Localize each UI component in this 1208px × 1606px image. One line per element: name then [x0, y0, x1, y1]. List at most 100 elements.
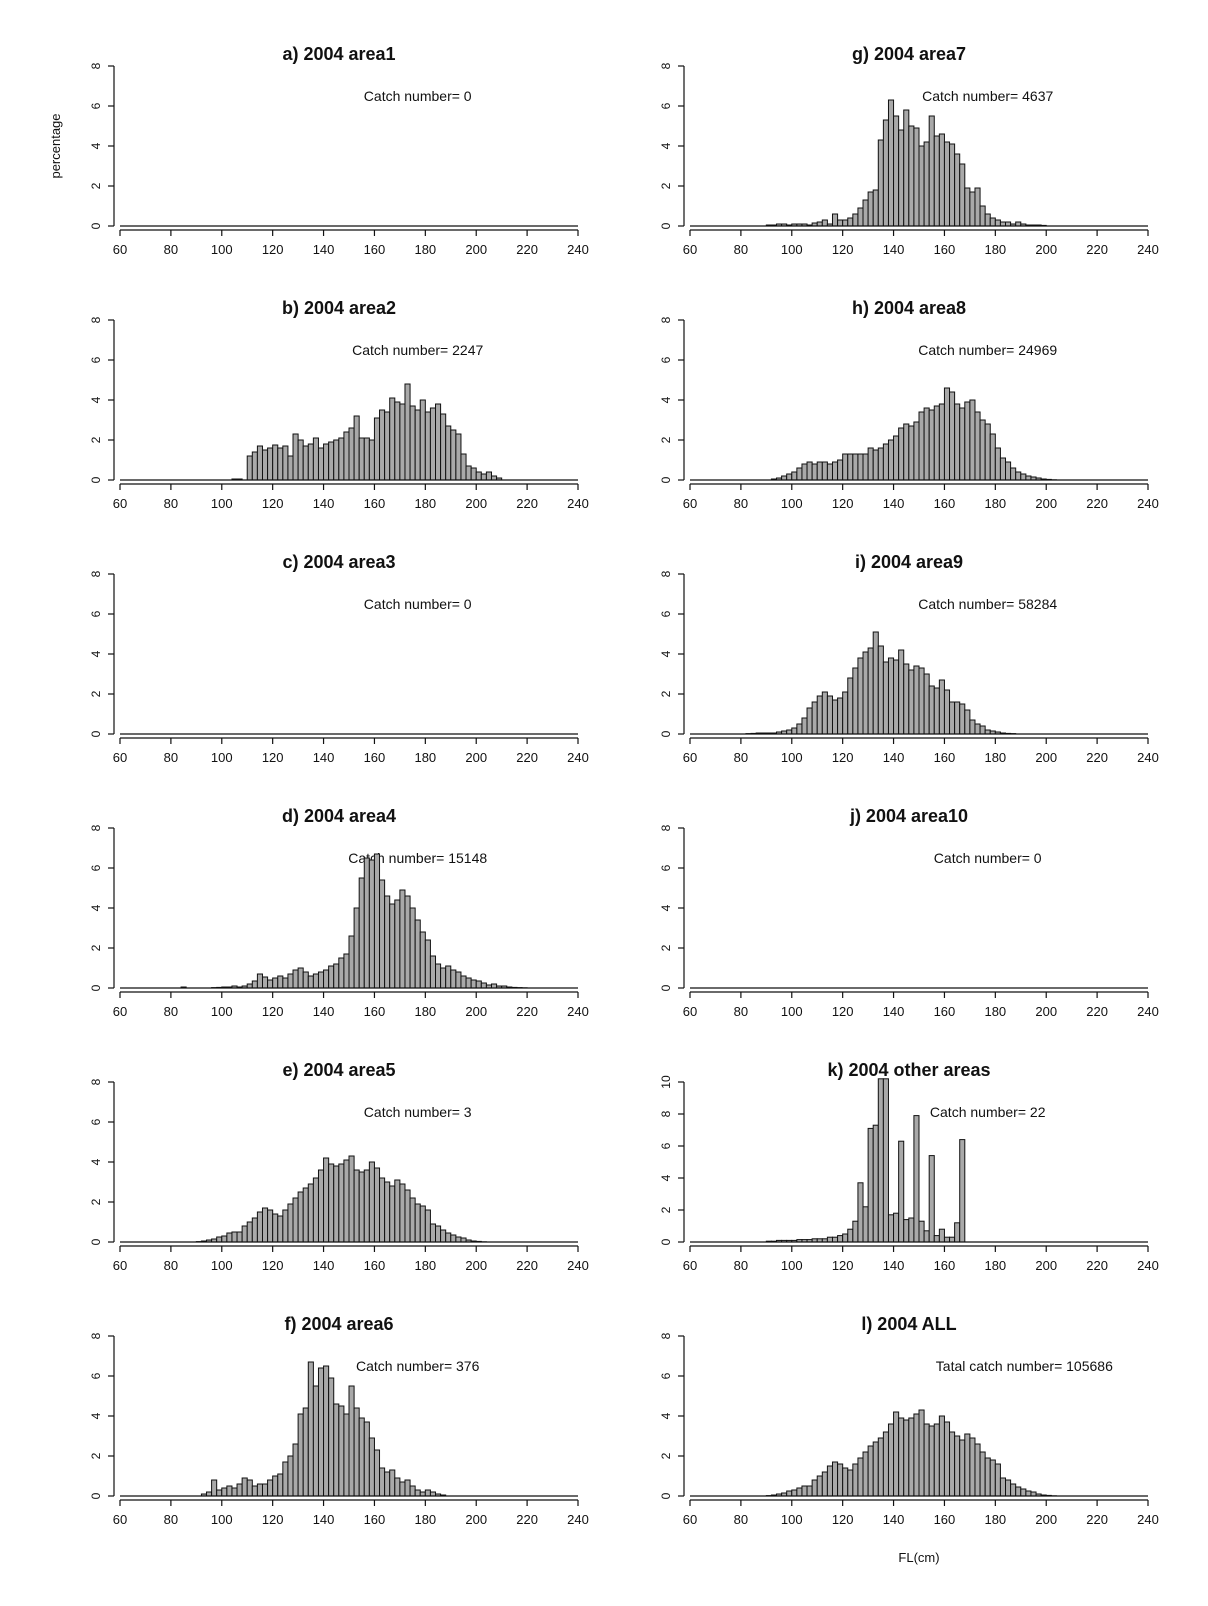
- y-tick-label: 2: [659, 690, 673, 697]
- x-tick-label: 100: [211, 750, 233, 765]
- bar: [837, 1235, 844, 1243]
- bar: [445, 1232, 452, 1243]
- bar: [821, 461, 828, 481]
- y-tick-label: 0: [89, 984, 103, 991]
- panel-e-title: e) 2004 area5: [282, 1060, 395, 1080]
- bar: [267, 979, 274, 989]
- y-tick-label: 0: [89, 222, 103, 229]
- bar: [409, 405, 416, 481]
- bar: [837, 697, 844, 735]
- x-tick-label: 220: [1086, 496, 1108, 511]
- x-tick-label: 180: [414, 1258, 436, 1273]
- bar: [440, 413, 447, 481]
- x-tick-label: 80: [734, 1258, 748, 1273]
- bar: [847, 677, 854, 735]
- panel-i-title: i) 2004 area9: [855, 552, 963, 572]
- panel-j-annotation: Catch number= 0: [934, 850, 1042, 866]
- bar: [801, 717, 808, 735]
- bar: [353, 1407, 360, 1497]
- bar: [984, 1457, 991, 1497]
- bar: [837, 459, 844, 481]
- bar: [903, 1419, 910, 1497]
- x-tick-label: 100: [211, 1004, 233, 1019]
- bar: [368, 859, 375, 989]
- x-tick-label: 200: [465, 1512, 487, 1527]
- bar: [949, 1431, 956, 1497]
- x-tick-label: 180: [984, 242, 1006, 257]
- bar: [429, 407, 437, 481]
- bar: [908, 1217, 915, 1243]
- bar: [831, 699, 839, 735]
- x-tick-label: 140: [883, 1512, 905, 1527]
- bar: [923, 1423, 930, 1497]
- x-tick-label: 60: [113, 496, 127, 511]
- bar: [994, 1463, 1001, 1497]
- bar: [852, 1220, 859, 1243]
- x-tick-label: 120: [832, 242, 854, 257]
- x-tick-label: 100: [211, 1258, 233, 1273]
- bar: [292, 1443, 299, 1497]
- bar: [450, 969, 457, 989]
- y-tick-label: 6: [89, 102, 103, 109]
- y-tick-label: 6: [89, 610, 103, 617]
- bar: [842, 1233, 849, 1243]
- x-tick-label: 140: [883, 242, 905, 257]
- bar: [216, 1236, 223, 1243]
- bar: [949, 701, 956, 735]
- bar: [974, 1443, 981, 1497]
- panel-k-annotation: Catch number= 22: [930, 1104, 1046, 1120]
- bar: [1005, 461, 1012, 481]
- bar: [251, 980, 258, 989]
- bar: [384, 895, 391, 989]
- bar: [302, 1407, 309, 1497]
- bar: [333, 439, 340, 481]
- x-tick-label: 60: [683, 1258, 697, 1273]
- x-tick-label: 60: [113, 750, 127, 765]
- bar: [938, 403, 945, 481]
- x-tick-label: 140: [313, 750, 335, 765]
- bar: [312, 437, 319, 481]
- x-tick-label: 80: [734, 750, 748, 765]
- panel-l-title: l) 2004 ALL: [861, 1314, 956, 1334]
- bar: [353, 1169, 360, 1243]
- bar: [302, 971, 309, 989]
- x-tick-label: 160: [934, 496, 956, 511]
- bar: [317, 971, 325, 989]
- bar: [867, 1445, 874, 1497]
- bar: [404, 1479, 411, 1497]
- x-tick-label: 140: [883, 496, 905, 511]
- bar: [277, 1473, 284, 1497]
- bar: [877, 139, 884, 227]
- panel-a-title: a) 2004 area1: [282, 44, 395, 64]
- bar: [251, 1217, 258, 1243]
- bar: [394, 401, 401, 481]
- bar: [409, 907, 416, 989]
- bar: [465, 977, 472, 989]
- bar: [791, 1489, 798, 1497]
- y-tick-label: 2: [89, 1452, 103, 1459]
- bar: [272, 1213, 279, 1243]
- bar: [867, 1127, 874, 1243]
- x-tick-label: 220: [516, 1258, 538, 1273]
- bar: [236, 1483, 243, 1497]
- bar: [272, 977, 279, 989]
- bar: [343, 1413, 350, 1497]
- bar: [445, 965, 452, 989]
- bar: [933, 1423, 940, 1497]
- bar: [969, 719, 976, 735]
- bar: [292, 433, 299, 481]
- bar: [307, 1183, 314, 1243]
- x-tick-label: 160: [364, 750, 386, 765]
- bar: [908, 425, 915, 481]
- bar: [353, 907, 360, 989]
- bar: [317, 1367, 325, 1497]
- bar: [938, 133, 945, 227]
- y-tick-label: 4: [89, 396, 103, 403]
- x-tick-label: 60: [113, 1258, 127, 1273]
- bar: [297, 439, 304, 481]
- x-tick-label: 60: [683, 242, 697, 257]
- x-tick-label: 160: [364, 1004, 386, 1019]
